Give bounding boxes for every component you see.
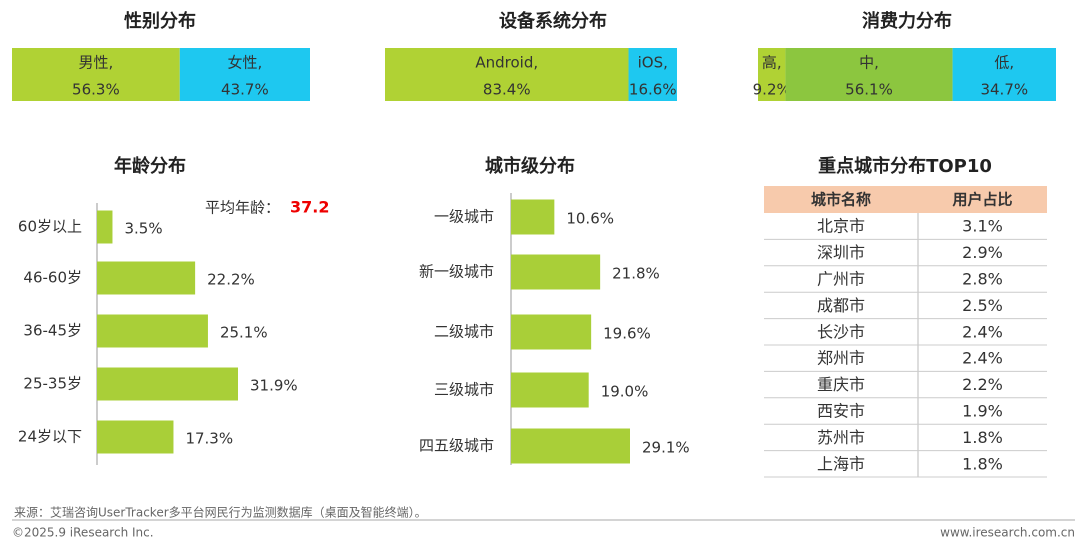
value-label: 22.2% — [207, 271, 255, 289]
value-label: 3.5% — [124, 220, 162, 238]
table-cell: 1.8% — [962, 428, 1003, 447]
value-label: 19.6% — [603, 325, 651, 343]
table-header: 用户占比 — [952, 191, 1012, 209]
bar — [97, 420, 174, 454]
segment — [785, 48, 953, 101]
value-label: 31.9% — [250, 377, 298, 395]
category-label: 四五级城市 — [419, 437, 494, 455]
chart-title: 城市级分布 — [485, 155, 575, 177]
annotation-value: 37.2 — [290, 198, 329, 217]
value-label: 56.1% — [845, 81, 893, 99]
category-label: 新一级城市 — [419, 263, 494, 281]
category-label: 25-35岁 — [23, 375, 82, 393]
value-label: 9.2% — [753, 81, 791, 99]
segment — [179, 48, 310, 101]
table-cell: 苏州市 — [817, 428, 865, 447]
table-cell: 北京市 — [817, 217, 865, 236]
table-cell: 成都市 — [817, 296, 865, 315]
segment — [385, 48, 629, 101]
value-label: 17.3% — [185, 430, 233, 448]
table-cell: 2.4% — [962, 349, 1003, 368]
segment-name: 高, — [762, 54, 782, 72]
chart-title: 性别分布 — [124, 10, 196, 32]
website: www.iresearch.com.cn — [940, 526, 1075, 540]
table-cell: 2.8% — [962, 270, 1003, 289]
table-cell: 西安市 — [817, 402, 865, 421]
bar — [97, 210, 113, 244]
chart-title: 消费力分布 — [862, 10, 952, 32]
value-label: 83.4% — [483, 81, 531, 99]
table-cell: 2.9% — [962, 243, 1003, 262]
table-cell: 上海市 — [817, 454, 865, 473]
bar — [97, 314, 208, 348]
category-label: 46-60岁 — [23, 269, 82, 287]
table-cell: 1.9% — [962, 402, 1003, 421]
value-label: 29.1% — [642, 439, 690, 457]
category-label: 60岁以上 — [18, 218, 82, 236]
bar — [511, 199, 555, 235]
table-cell: 郑州市 — [817, 349, 865, 368]
table-cell: 2.5% — [962, 296, 1003, 315]
table-header: 城市名称 — [811, 191, 871, 209]
bar — [511, 314, 592, 350]
value-label: 43.7% — [221, 81, 269, 99]
table-header-bg — [764, 186, 1047, 213]
table-cell: 2.4% — [962, 322, 1003, 341]
value-label: 25.1% — [220, 324, 268, 342]
segment-name: 中, — [859, 54, 879, 72]
table-cell: 长沙市 — [817, 322, 865, 341]
copyright: ©2025.9 iResearch Inc. — [12, 526, 154, 540]
value-label: 19.0% — [601, 383, 649, 401]
annotation-label: 平均年龄： — [205, 199, 280, 217]
segment — [758, 48, 786, 101]
category-label: 36-45岁 — [23, 322, 82, 340]
bar — [97, 261, 196, 295]
segment-name: Android, — [475, 54, 538, 72]
value-label: 56.3% — [72, 81, 120, 99]
bar — [511, 372, 589, 408]
value-label: 10.6% — [566, 210, 614, 228]
segment — [12, 48, 180, 101]
bar — [511, 428, 630, 464]
category-label: 一级城市 — [434, 208, 494, 226]
table-cell: 深圳市 — [817, 243, 865, 262]
bar — [511, 254, 601, 290]
category-label: 三级城市 — [434, 381, 494, 399]
segment — [952, 48, 1056, 101]
value-label: 16.6% — [629, 81, 677, 99]
source: 来源：艾瑞咨询UserTracker多平台网民行为监测数据库（桌面及智能终端）。 — [14, 505, 427, 520]
table-cell: 重庆市 — [817, 375, 865, 394]
segment-name: 女性, — [227, 54, 262, 72]
segment-name: 男性, — [78, 54, 113, 72]
chart-title: 年龄分布 — [114, 155, 186, 177]
segment — [628, 48, 677, 101]
table-cell: 广州市 — [817, 270, 865, 289]
segment-name: 低, — [994, 54, 1014, 72]
table-cell: 1.8% — [962, 454, 1003, 473]
category-label: 24岁以下 — [18, 428, 82, 446]
table-cell: 2.2% — [962, 375, 1003, 394]
table-cell: 3.1% — [962, 217, 1003, 236]
bar — [97, 367, 238, 401]
category-label: 二级城市 — [434, 323, 494, 341]
value-label: 34.7% — [980, 81, 1028, 99]
table-title: 重点城市分布TOP10 — [818, 155, 992, 177]
chart-title: 设备系统分布 — [499, 10, 607, 32]
value-label: 21.8% — [612, 265, 660, 283]
segment-name: iOS, — [638, 54, 668, 72]
